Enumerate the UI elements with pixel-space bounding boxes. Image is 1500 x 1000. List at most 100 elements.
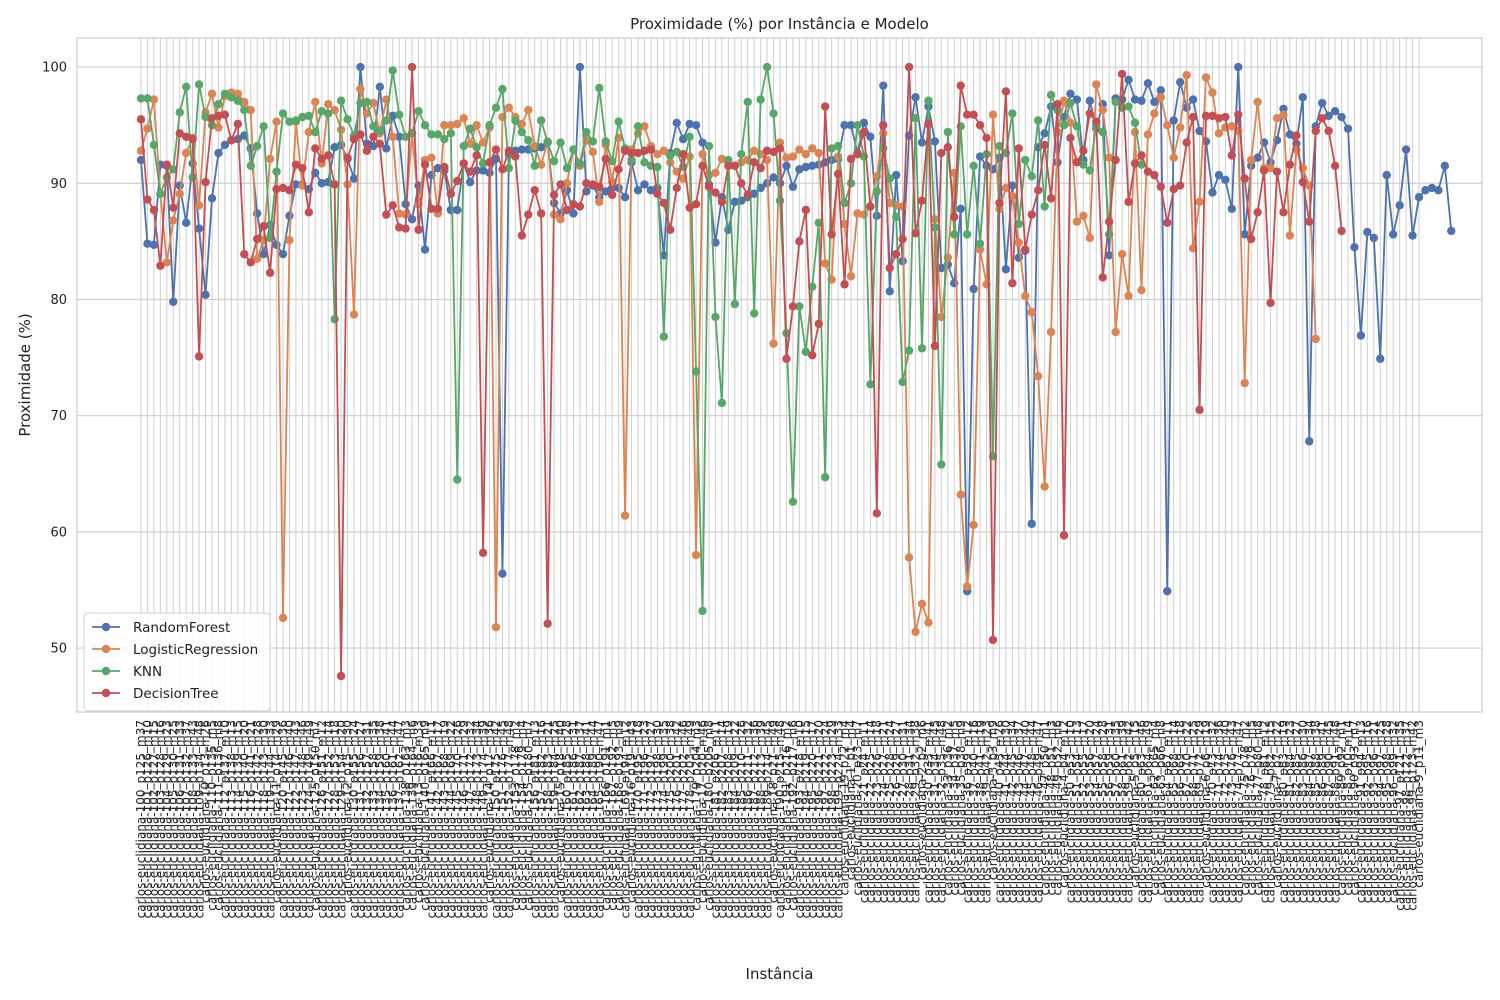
data-point: [453, 176, 462, 186]
y-tick-label: 70: [50, 409, 67, 424]
data-point: [749, 309, 759, 318]
data-point: [382, 210, 391, 219]
x-tick-label: carlos-euclidiana-131_p156_m27: [354, 720, 368, 918]
x-tick-label: carlos-euclidiana-187_p212_m36: [747, 720, 761, 918]
x-tick-label: carlos-euclidiana-111_p136_m8: [212, 720, 226, 911]
data-point: [285, 236, 294, 245]
data-point: [233, 119, 243, 129]
data-point: [453, 475, 462, 484]
data-point: [730, 299, 740, 309]
data-point: [1246, 234, 1256, 244]
data-point: [853, 120, 862, 130]
data-point: [1163, 586, 1172, 596]
data-point: [1092, 117, 1101, 126]
data-point: [1079, 146, 1088, 155]
data-point: [1382, 170, 1391, 180]
data-point: [517, 231, 527, 240]
data-point: [1104, 217, 1114, 226]
data-point: [846, 154, 856, 164]
data-point: [1137, 151, 1146, 160]
data-point: [1272, 113, 1282, 123]
data-point: [666, 225, 675, 234]
data-point: [879, 120, 888, 130]
x-tick-label: carlos-euclidiana-73_p76_m43: [1225, 720, 1239, 903]
x-tick-label: carlos-euclidiana-117_p142_m28: [250, 720, 264, 918]
data-point: [465, 177, 475, 187]
data-point: [1085, 233, 1095, 243]
data-point: [465, 167, 475, 176]
data-point: [1182, 138, 1191, 147]
data-point: [420, 160, 430, 169]
data-point: [1130, 118, 1140, 128]
data-point: [808, 161, 817, 171]
data-point: [1266, 298, 1275, 308]
data-point: [937, 263, 946, 273]
data-point: [1208, 88, 1217, 97]
data-point: [678, 134, 688, 144]
data-point: [601, 187, 610, 196]
data-point: [749, 158, 759, 167]
data-point: [943, 143, 953, 152]
x-tick-label: carlos-euclidiana-5_p5_m15: [1128, 720, 1142, 888]
data-point: [904, 62, 914, 72]
x-tick-label: carlos-euclidiana-140_p165_m9: [418, 720, 432, 911]
data-point: [607, 156, 617, 166]
x-tick-label: carlos-euclidiana-147_p172_m32: [463, 720, 477, 918]
data-point: [782, 153, 791, 162]
x-tick-label: carlos-euclidiana-20_p23_m7: [851, 720, 865, 895]
data-point: [1240, 174, 1249, 183]
data-point: [414, 107, 423, 116]
data-point: [1085, 96, 1095, 105]
data-point: [511, 152, 520, 161]
data-point: [627, 148, 636, 158]
data-point: [207, 89, 217, 98]
x-tick-label: carlos-euclidiana-32_p35_m48: [935, 720, 949, 903]
data-point: [1014, 144, 1024, 153]
data-point: [1259, 166, 1269, 175]
x-tick-label: carlos-euclidiana-126_p151_m12: [315, 720, 329, 918]
data-point: [291, 160, 301, 169]
data-point: [1066, 118, 1075, 128]
data-point: [769, 173, 778, 182]
data-point: [711, 168, 720, 177]
data-point: [298, 163, 307, 173]
x-tick-label: carlos-euclidiana-71_p74_m36: [1212, 720, 1226, 903]
data-point: [1234, 110, 1243, 119]
y-tick-label: 80: [50, 293, 67, 308]
x-tick-label: carlos-euclidiana-165_p190_m47: [592, 720, 606, 918]
data-point: [1001, 183, 1011, 193]
data-point: [214, 148, 223, 158]
data-point: [246, 161, 255, 171]
data-point: [569, 209, 578, 218]
x-tick-label: carlos-euclidiana-53_p56_m20: [1083, 720, 1097, 903]
data-point: [756, 163, 765, 173]
data-point: [743, 190, 752, 200]
data-point: [356, 62, 365, 72]
x-tick-label: carlos-euclidiana-161_p186_m31: [567, 720, 581, 918]
data-point: [685, 132, 694, 141]
data-point: [1143, 79, 1153, 88]
data-point: [214, 123, 223, 132]
data-point: [188, 173, 197, 182]
data-point: [1169, 184, 1178, 194]
data-point: [1272, 167, 1282, 176]
x-tick-label: carlos-euclidiana-83_p86_m30: [1296, 720, 1310, 903]
x-tick-label: carlos-euclidiana-166_p191_m1: [599, 720, 613, 911]
data-point: [1098, 127, 1107, 137]
data-point: [323, 109, 333, 118]
data-point: [1079, 160, 1088, 169]
data-point: [756, 95, 765, 104]
x-tick-label: carlos-euclidiana-164_p189_m44: [586, 720, 600, 918]
data-point: [1033, 116, 1043, 125]
data-point: [1388, 230, 1398, 239]
data-point: [149, 240, 159, 250]
x-tick-label: carlos-euclidiana-155_p180_m7: [521, 720, 535, 911]
data-point: [1027, 519, 1036, 528]
data-point: [272, 184, 281, 194]
data-point: [478, 166, 488, 175]
data-point: [1227, 122, 1237, 131]
x-tick-label: carlos-euclidiana-167_p192_m5: [605, 720, 619, 911]
x-tick-label: carlos-euclidiana-78_p81_m12: [1257, 720, 1271, 903]
x-tick-label: carlos-euclidiana-11_p14_m29: [270, 720, 284, 903]
data-point: [782, 161, 791, 171]
